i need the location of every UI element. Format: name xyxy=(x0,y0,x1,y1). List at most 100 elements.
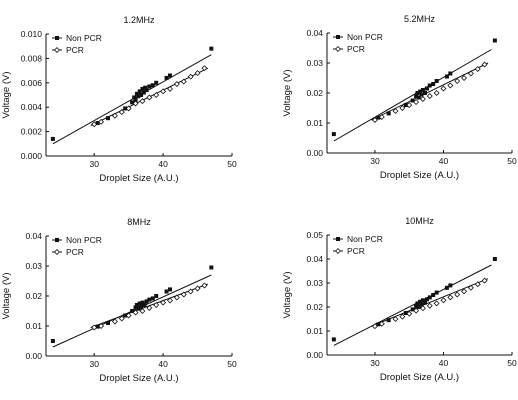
x-tick-label: 40 xyxy=(439,156,449,166)
data-point xyxy=(125,105,132,112)
data-point xyxy=(143,85,148,90)
fit-line xyxy=(52,54,212,145)
data-point xyxy=(133,97,138,102)
data-point xyxy=(106,116,110,121)
y-tick-label: 0.01 xyxy=(25,321,42,331)
x-tick-label: 30 xyxy=(89,359,99,369)
chart-title: 5.2MHz xyxy=(404,14,436,24)
legend-marker xyxy=(335,46,341,52)
data-point xyxy=(440,297,447,304)
data-point xyxy=(168,287,172,292)
data-point xyxy=(448,283,453,288)
data-point xyxy=(440,85,447,92)
fit-line xyxy=(371,62,489,121)
data-point xyxy=(168,73,172,78)
data-point xyxy=(371,117,378,123)
legend: Non PCR PCR xyxy=(333,32,383,54)
data-point xyxy=(331,132,336,137)
data-point xyxy=(403,103,408,107)
legend-label: PCR xyxy=(66,45,84,55)
data-point xyxy=(420,88,425,92)
data-point xyxy=(433,90,440,96)
data-point xyxy=(371,323,378,330)
data-point xyxy=(386,318,391,323)
data-point xyxy=(201,282,208,289)
fit-line xyxy=(371,278,489,327)
data-point xyxy=(444,285,449,290)
data-point xyxy=(154,80,159,85)
series-non-pcr xyxy=(331,38,497,142)
data-point xyxy=(136,306,141,311)
x-tick-label: 50 xyxy=(507,156,517,166)
data-point xyxy=(146,305,153,311)
data-point xyxy=(95,324,100,329)
data-point xyxy=(422,300,427,305)
x-axis-label: Droplet Size (A.U.) xyxy=(380,170,459,181)
data-point xyxy=(153,302,160,308)
legend-label: Non PCR xyxy=(347,234,383,244)
data-point xyxy=(492,38,497,43)
y-tick-label: 0.02 xyxy=(25,291,42,301)
data-point xyxy=(98,118,105,125)
data-point xyxy=(141,90,146,95)
y-tick-label: 0.006 xyxy=(21,78,43,88)
series-pcr xyxy=(371,277,489,330)
data-point xyxy=(331,337,336,342)
data-point xyxy=(144,88,149,93)
data-point xyxy=(413,99,420,105)
data-point xyxy=(427,295,432,300)
data-point xyxy=(146,94,153,101)
data-point xyxy=(386,111,391,116)
legend-item: PCR xyxy=(52,247,84,257)
data-point xyxy=(134,303,139,307)
data-point xyxy=(406,102,413,108)
data-point xyxy=(444,74,449,79)
data-point xyxy=(414,303,419,308)
data-point xyxy=(111,318,118,325)
data-point xyxy=(150,296,155,301)
y-tick-label: 0.01 xyxy=(306,326,323,336)
data-point xyxy=(91,121,98,128)
y-tick-label: 0.05 xyxy=(306,230,323,240)
data-point xyxy=(123,313,128,318)
data-point xyxy=(492,257,497,261)
data-point xyxy=(413,307,420,314)
data-point xyxy=(426,302,433,309)
data-point xyxy=(187,73,194,80)
x-tick-label: 40 xyxy=(158,359,168,369)
data-point xyxy=(160,299,167,306)
chart-title: 1.2MHz xyxy=(123,15,155,25)
legend-item: Non PCR xyxy=(333,32,383,42)
data-point xyxy=(461,75,468,81)
chart-panel: 0.00 0.01 0.02 0.03 0.04 30 40 50 8MHz Droplet Si… xyxy=(1,217,237,384)
data-point xyxy=(173,81,180,87)
data-point xyxy=(461,288,468,295)
chart-panel: 0.000 0.002 0.004 0.006 0.008 0.010 30 40 50 1.2M… xyxy=(1,15,237,184)
legend-marker xyxy=(54,249,60,255)
data-point xyxy=(95,121,100,126)
series-pcr xyxy=(90,65,209,128)
data-point xyxy=(118,315,125,322)
data-point xyxy=(419,305,426,312)
data-point xyxy=(392,108,399,114)
y-tick-label: 0.00 xyxy=(306,148,323,158)
x-tick-label: 50 xyxy=(227,159,237,169)
data-point xyxy=(410,98,415,103)
data-point xyxy=(118,109,125,116)
data-point xyxy=(420,298,425,303)
data-point xyxy=(415,91,420,95)
y-tick-label: 0.03 xyxy=(25,261,42,271)
legend: Non PCR PCR xyxy=(52,235,102,257)
data-point xyxy=(448,71,453,76)
data-point xyxy=(164,289,169,294)
data-point xyxy=(431,293,436,297)
x-axis-label: Droplet Size (A.U.) xyxy=(99,173,178,184)
data-point xyxy=(125,312,132,319)
legend-marker xyxy=(54,47,60,53)
data-point xyxy=(153,92,160,98)
y-tick-label: 0.04 xyxy=(306,254,323,264)
legend-item: PCR xyxy=(333,246,365,256)
legend-marker xyxy=(336,237,340,241)
data-point xyxy=(378,320,385,327)
chart-title: 8MHz xyxy=(127,217,151,227)
